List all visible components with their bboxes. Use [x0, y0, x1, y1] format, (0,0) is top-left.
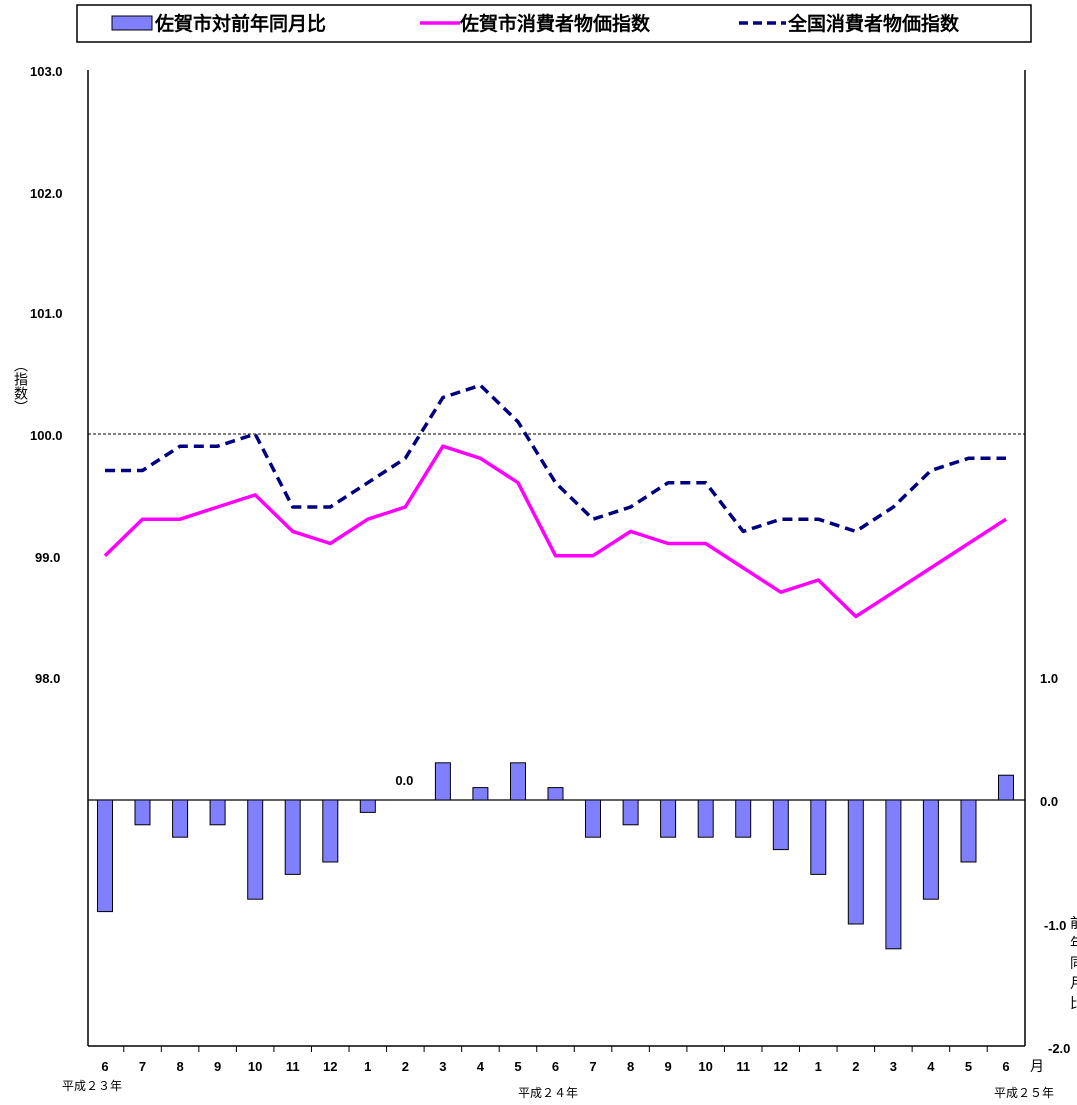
x-tick-label: 10 — [698, 1059, 712, 1074]
line-saga-cpi — [103, 444, 1007, 619]
x-ticks: 6 7 8 9 10 11 12 1 2 3 4 5 6 7 8 9 10 11 12 1 2 3 4 5 6 — [101, 1046, 1010, 1074]
left-axis-label: （指数） — [12, 358, 28, 414]
right-axis-label-char: 比 — [1070, 996, 1077, 1012]
x-tick-label: 7 — [139, 1059, 146, 1074]
x-tick-label: 6 — [101, 1059, 108, 1074]
x-tick-label: 5 — [514, 1059, 521, 1074]
x-tick-label: 6 — [552, 1059, 559, 1074]
x-tick-label: 5 — [965, 1059, 972, 1074]
bar — [359, 799, 376, 813]
right-axis-label-char: 月 — [1070, 976, 1077, 992]
x-tick-label: 7 — [589, 1059, 596, 1074]
era-label-h25: 平成２５年 — [994, 1086, 1054, 1100]
line-national-cpi — [105, 383, 1006, 534]
bar — [547, 787, 564, 801]
bar — [922, 799, 939, 900]
left-tick-102: 102.0 — [30, 186, 63, 201]
month-unit-label: 月 — [1030, 1059, 1044, 1075]
right-tick-minus1: -1.0 — [1044, 918, 1066, 933]
left-ticks: 98.0 99.0 100.0 101.0 102.0 103.0 — [30, 64, 63, 686]
legend-box — [76, 4, 1032, 43]
left-tick-99: 99.0 — [35, 550, 60, 565]
legend-label-saga: 佐賀市消費者物価指数 — [459, 12, 651, 35]
bar — [510, 762, 526, 801]
bar — [434, 762, 451, 801]
x-tick-label: 8 — [627, 1059, 634, 1074]
x-tick-label: 6 — [1002, 1059, 1009, 1074]
right-ticks: -2.0 -1.0 0.0 1.0 — [1040, 671, 1070, 1056]
bar — [585, 799, 601, 838]
x-tick-label: 3 — [439, 1059, 446, 1074]
x-tick-label: 2 — [852, 1059, 859, 1074]
x-tick-label: 9 — [214, 1059, 221, 1074]
x-tick-label: 1 — [815, 1059, 822, 1074]
bar — [735, 799, 752, 838]
bar-annotation: 0.0 — [395, 773, 413, 788]
x-tick-label: 2 — [402, 1059, 409, 1074]
x-tick-label: 1 — [364, 1059, 371, 1074]
right-axis-label-char: 年 — [1070, 936, 1077, 952]
left-tick-101: 101.0 — [30, 306, 63, 321]
right-tick-0: 0.0 — [1040, 794, 1058, 809]
legend-label-national: 全国消費者物価指数 — [787, 12, 960, 35]
bar — [885, 799, 902, 950]
x-tick-label: 9 — [665, 1059, 672, 1074]
right-tick-minus2: -2.0 — [1048, 1041, 1070, 1056]
left-tick-103: 103.0 — [30, 64, 63, 79]
x-tick-label: 11 — [736, 1059, 750, 1074]
bar — [322, 799, 339, 863]
bar — [209, 799, 226, 826]
bar — [998, 774, 1014, 801]
bar — [772, 799, 789, 851]
bar-series: 0.0 — [97, 762, 1014, 950]
bar — [97, 799, 113, 913]
bar — [134, 799, 151, 826]
bar — [810, 799, 827, 875]
x-tick-label: 8 — [176, 1059, 183, 1074]
x-tick-label: 12 — [774, 1059, 788, 1074]
era-label-h24: 平成２４年 — [518, 1086, 578, 1100]
line-series — [103, 383, 1007, 619]
legend: 佐賀市対前年同月比 佐賀市消費者物価指数 全国消費者物価指数 — [76, 4, 1032, 43]
era-label-h23: 平成２３年 — [62, 1079, 122, 1093]
bar — [622, 799, 639, 826]
x-tick-label: 4 — [477, 1059, 485, 1074]
bar — [472, 787, 489, 801]
x-tick-label: 12 — [323, 1059, 337, 1074]
bar — [960, 799, 977, 863]
x-tick-label: 4 — [927, 1059, 935, 1074]
bar — [660, 799, 677, 838]
bar — [284, 799, 301, 875]
bar — [847, 799, 864, 925]
bar — [247, 799, 264, 900]
right-axis-label: 前 年 同 月 比 — [1070, 915, 1077, 1012]
x-tick-label: 10 — [248, 1059, 262, 1074]
left-tick-98: 98.0 — [35, 671, 60, 686]
x-tick-label: 3 — [890, 1059, 897, 1074]
x-tick-label: 11 — [286, 1059, 300, 1074]
right-axis-label-char: 前 — [1070, 915, 1077, 932]
right-axis-label-char: 同 — [1070, 956, 1077, 972]
legend-label-bar: 佐賀市対前年同月比 — [154, 12, 326, 35]
legend-swatch-bar — [111, 15, 153, 31]
bar — [172, 799, 189, 838]
bar — [697, 799, 714, 838]
right-tick-1: 1.0 — [1040, 671, 1058, 686]
left-tick-100: 100.0 — [30, 428, 63, 443]
